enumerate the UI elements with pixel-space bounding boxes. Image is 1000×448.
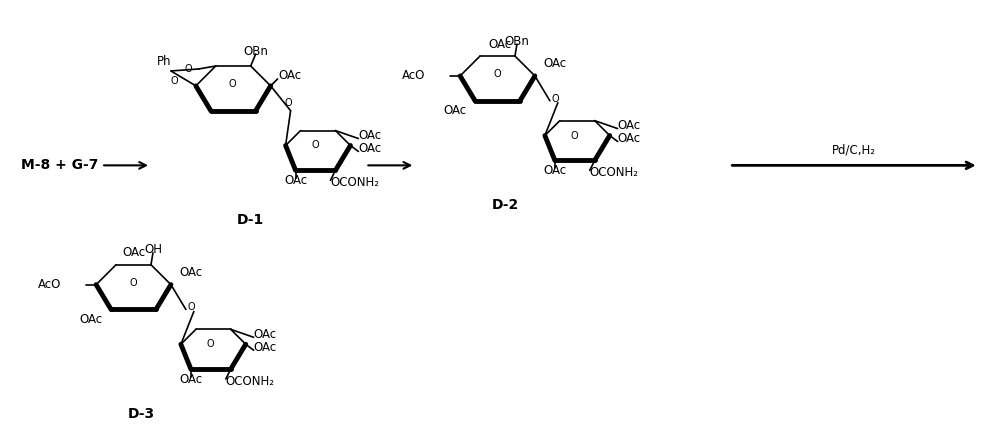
Text: O: O bbox=[571, 130, 579, 141]
Text: AcO: AcO bbox=[402, 69, 425, 82]
Text: OAc: OAc bbox=[284, 174, 307, 187]
Text: O: O bbox=[285, 98, 292, 108]
Text: OBn: OBn bbox=[505, 34, 529, 47]
Text: OAc: OAc bbox=[358, 129, 382, 142]
Text: D-1: D-1 bbox=[237, 213, 264, 227]
Text: O: O bbox=[312, 141, 319, 151]
Text: OAc: OAc bbox=[279, 69, 302, 82]
Text: Ph: Ph bbox=[156, 55, 171, 68]
Text: OAc: OAc bbox=[543, 164, 566, 177]
Text: OAc: OAc bbox=[80, 313, 103, 326]
Text: OAc: OAc bbox=[254, 328, 277, 341]
Text: OH: OH bbox=[144, 243, 162, 256]
Text: Pd/C,H₂: Pd/C,H₂ bbox=[832, 144, 876, 157]
Text: OAc: OAc bbox=[488, 38, 512, 51]
Text: OAc: OAc bbox=[122, 246, 146, 259]
Text: O: O bbox=[207, 339, 215, 349]
Text: D-2: D-2 bbox=[491, 198, 519, 212]
Text: OCONH₂: OCONH₂ bbox=[330, 176, 379, 189]
Text: OAc: OAc bbox=[358, 142, 382, 155]
Text: OAc: OAc bbox=[543, 57, 566, 70]
Text: OAc: OAc bbox=[179, 373, 202, 386]
Text: O: O bbox=[170, 76, 178, 86]
Text: OAc: OAc bbox=[179, 266, 202, 279]
Text: OCONH₂: OCONH₂ bbox=[226, 375, 275, 388]
Text: M-8 + G-7: M-8 + G-7 bbox=[21, 158, 98, 172]
Text: OAc: OAc bbox=[254, 341, 277, 354]
Text: O: O bbox=[551, 94, 559, 104]
Text: OAc: OAc bbox=[618, 132, 641, 145]
Text: O: O bbox=[184, 64, 192, 74]
Text: OAc: OAc bbox=[618, 119, 641, 132]
Text: OAc: OAc bbox=[444, 104, 467, 117]
Text: OBn: OBn bbox=[243, 45, 268, 58]
Text: OCONH₂: OCONH₂ bbox=[590, 166, 639, 179]
Text: AcO: AcO bbox=[38, 278, 61, 291]
Text: O: O bbox=[493, 69, 501, 79]
Text: O: O bbox=[129, 278, 137, 288]
Text: D-3: D-3 bbox=[127, 407, 155, 421]
Text: O: O bbox=[229, 79, 237, 89]
Text: O: O bbox=[187, 302, 195, 312]
